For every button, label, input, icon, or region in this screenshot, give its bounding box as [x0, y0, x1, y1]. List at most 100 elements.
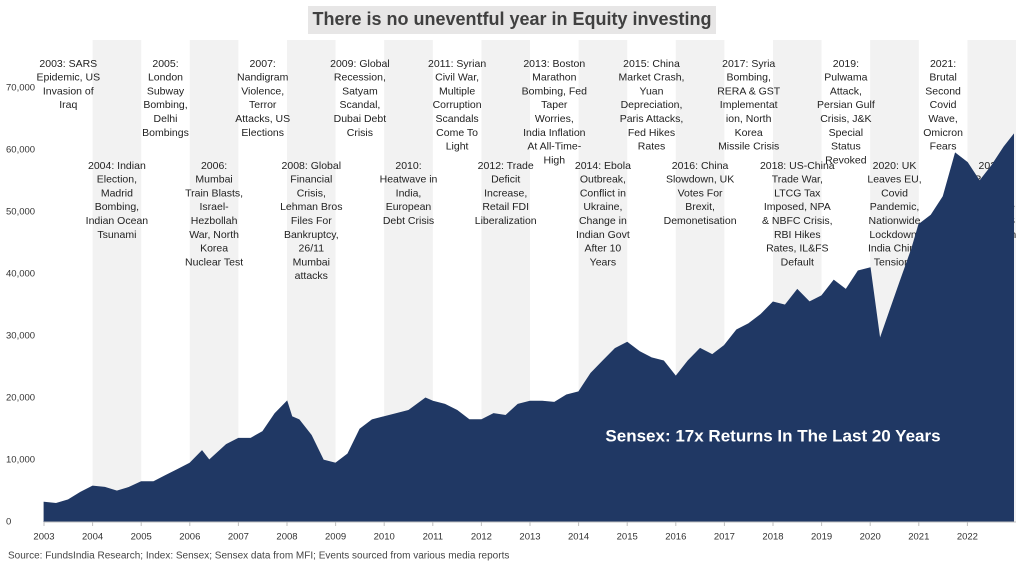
event-annotation: Outbreak, [580, 174, 626, 186]
event-annotation: 2015: China [623, 58, 680, 70]
event-annotation: Slowdown, UK [666, 174, 734, 186]
event-annotation: Imposed, NPA [764, 201, 831, 213]
event-annotation: Train Blasts, [185, 187, 243, 199]
event-annotation: Revoked [825, 154, 867, 166]
x-tick-label: 2006 [179, 532, 200, 543]
x-tick-label: 2009 [325, 532, 346, 543]
y-tick-label: 50,000 [6, 207, 35, 218]
event-annotation: Nandigram [237, 72, 289, 84]
x-tick-label: 2004 [82, 532, 103, 543]
event-annotation: Leaves EU, [867, 174, 921, 186]
event-annotation: Second [925, 85, 961, 97]
y-tick-label: 70,000 [6, 83, 35, 94]
event-annotation: 2017: Syria [722, 58, 775, 70]
event-annotation: Tensions [874, 256, 915, 268]
event-annotation: RERA & GST [717, 85, 781, 97]
event-annotation: Heatwave in [380, 174, 438, 186]
event-annotation: Financial [290, 174, 332, 186]
event-annotation: Covid [881, 187, 908, 199]
event-annotation: 2008: Global [282, 160, 342, 172]
event-annotation: Light [446, 141, 469, 153]
event-annotation: Crisis [347, 127, 373, 139]
title-background [308, 6, 716, 34]
event-annotation: Lockdown, [869, 229, 919, 241]
event-annotation: Taper [541, 99, 568, 111]
event-annotation: 2021: [930, 58, 956, 70]
event-annotation: Delhi [154, 113, 178, 125]
event-annotation: 2007: [250, 58, 276, 70]
event-annotation: Demonetisation [664, 215, 737, 227]
event-annotation: Attack, [830, 85, 862, 97]
event-annotation: Depreciation, [621, 99, 683, 111]
event-annotation: Years [590, 256, 616, 268]
event-annotation: Special [829, 127, 863, 139]
x-tick-label: 2015 [617, 532, 638, 543]
y-tick-label: 0 [6, 517, 11, 528]
event-annotation: Paris Attacks, [620, 113, 684, 125]
event-annotation: Elections [241, 127, 284, 139]
event-annotation: Files For [291, 215, 332, 227]
x-tick-label: 2008 [276, 532, 297, 543]
event-annotation: Lehman Bros [280, 201, 342, 213]
event-annotation: European [386, 201, 432, 213]
x-tick-label: 2017 [714, 532, 735, 543]
event-annotation: 2009: Global [330, 58, 390, 70]
event-annotation: War, North [189, 229, 239, 241]
event-annotation: Pulwama [824, 72, 867, 84]
event-annotation: Israel- [200, 201, 230, 213]
event-annotation: Liberalization [475, 215, 537, 227]
event-annotation: Nationwide [869, 215, 921, 227]
event-annotation: Madrid [101, 187, 133, 199]
chart-title: There is no uneventful year in Equity in… [312, 9, 711, 29]
event-annotation: After 10 [585, 243, 622, 255]
event-annotation: Scandals [435, 113, 478, 125]
event-annotation: attacks [295, 270, 328, 282]
x-tick-label: 2012 [471, 532, 492, 543]
event-annotation: 2003: SARS [39, 58, 97, 70]
event-annotation: Satyam [342, 85, 378, 97]
event-annotation: Korea [735, 127, 763, 139]
event-annotation: Debt Crisis [383, 215, 434, 227]
event-annotation: Trade War, [772, 174, 823, 186]
event-annotation: Bankruptcy, [284, 229, 339, 241]
plot-area: 0 10,000 20,000 30,000 40,000 50,000 60,000 70,… [6, 83, 1016, 543]
event-annotation: 2006: [201, 160, 227, 172]
event-annotation: Rates [638, 141, 665, 153]
event-annotation: & NBFC Crisis, [762, 215, 833, 227]
event-annotation: 2020: UK [873, 160, 917, 172]
x-tick-label: 2010 [374, 532, 395, 543]
event-annotation: Bombing, [95, 201, 139, 213]
event-annotation: High [543, 154, 565, 166]
event-annotation: Corruption [433, 99, 482, 111]
y-tick-label: 30,000 [6, 331, 35, 342]
event-annotation: Indian Ocean [86, 215, 149, 227]
event-annotation: 2004: Indian [88, 160, 146, 172]
event-annotation: 2005: [152, 58, 178, 70]
event-annotation: Nuclear Test [185, 256, 243, 268]
event-annotation: Implementat [720, 99, 778, 111]
event-annotation: RBI Hikes [774, 229, 821, 241]
event-annotation: Civil War, [435, 72, 479, 84]
event-annotation: 2018: US-China [760, 160, 835, 172]
event-annotation: 2019: [833, 58, 859, 70]
event-annotation: Rates, IL&FS [766, 243, 828, 255]
event-annotation: At All-Time- [527, 141, 581, 153]
event-annotation: Wave, [928, 113, 957, 125]
event-annotation: Come To [436, 127, 478, 139]
y-tick-label: 60,000 [6, 145, 35, 156]
event-annotation: 2012: Trade [478, 160, 534, 172]
event-annotation: Fears [930, 141, 957, 153]
event-annotation: Bombings [142, 127, 189, 139]
x-tick-label: 2007 [228, 532, 249, 543]
event-annotation: India, [396, 187, 422, 199]
event-annotation: Ukraine, [583, 201, 622, 213]
x-tick-label: 2013 [519, 532, 540, 543]
event-annotation: Marathon [532, 72, 577, 84]
callout: Sensex: 17x Returns In The Last 20 Years [605, 426, 940, 445]
event-annotation: Market Crash, [619, 72, 685, 84]
event-annotation: Crisis, [297, 187, 326, 199]
event-annotation: ion, North [726, 113, 772, 125]
event-annotation: Pandemic, [870, 201, 920, 213]
event-annotation: 2014: Ebola [575, 160, 631, 172]
event-annotation: Bombing, Fed [522, 85, 588, 97]
